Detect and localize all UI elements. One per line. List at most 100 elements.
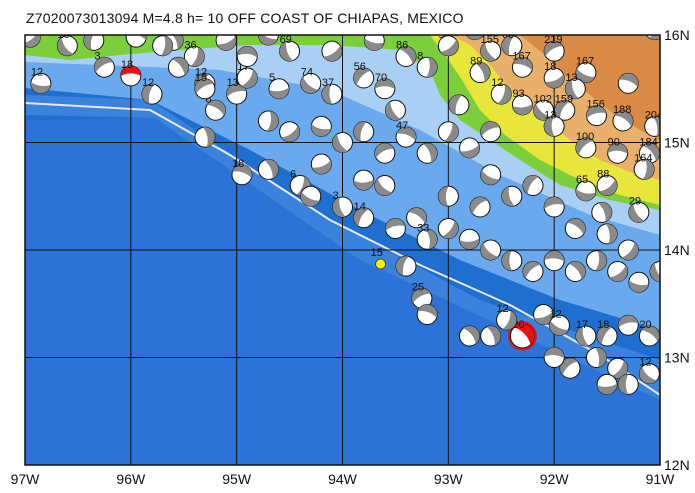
longitude-labels: 97W 96W 95W 94W 93W 92W 91W: [11, 471, 676, 487]
focal-mechanism: 83: [257, 35, 279, 46]
depth-label: 65: [576, 174, 588, 186]
focal-mechanism: [384, 99, 406, 121]
depth-label: 56: [354, 61, 366, 73]
epicenter-marker: 15: [371, 247, 387, 270]
focal-mechanism: 159: [554, 93, 576, 121]
depth-label: 168: [465, 13, 483, 25]
focal-mechanism: 15: [25, 35, 41, 48]
focal-mechanism: [416, 304, 438, 325]
focal-mechanism: 164: [633, 152, 655, 180]
focal-mechanism: 12: [30, 66, 52, 94]
focal-mechanism: 88: [596, 169, 618, 196]
focal-mechanism: [257, 158, 279, 180]
latitude-label: 16N: [664, 27, 690, 43]
focal-mechanism: 18: [543, 61, 565, 89]
focal-mechanism: [321, 40, 343, 62]
depth-label: 167: [576, 56, 594, 68]
focal-mechanism: [480, 121, 502, 143]
focal-mechanism: 86: [395, 40, 417, 67]
focal-mechanism: [459, 325, 480, 347]
depth-label: 74: [301, 66, 313, 78]
focal-mechanism: [564, 261, 586, 282]
focal-mechanism: [384, 218, 406, 239]
focal-mechanism: 29: [628, 195, 650, 223]
focal-mechanism: [607, 357, 629, 379]
depth-label: 13: [227, 77, 239, 89]
focal-mechanism: 12: [490, 77, 512, 105]
focal-mechanism: [374, 175, 396, 196]
focal-mechanism: [469, 196, 491, 218]
focal-mechanism: [437, 185, 459, 207]
focal-mechanism: 13: [564, 72, 586, 100]
depth-label: 3: [333, 190, 339, 202]
focal-mechanism: [332, 132, 353, 153]
depth-label: 47: [396, 120, 408, 132]
focal-mechanism: [607, 261, 629, 282]
focal-mechanism: [395, 255, 417, 277]
focal-mechanism: 10: [56, 35, 78, 57]
mainshock-mechanism: 18: [120, 59, 142, 87]
focal-mechanism: [437, 121, 459, 143]
focal-mechanism: 12: [496, 303, 518, 331]
depth-label: 159: [555, 93, 573, 105]
depth-label: 37: [322, 77, 334, 89]
depth-label: 12: [497, 303, 509, 315]
focal-mechanism: 100: [575, 131, 597, 159]
focal-mechanism: [279, 121, 301, 143]
focal-mechanism: 167: [511, 50, 533, 78]
focal-mechanism: [533, 304, 555, 325]
focal-mechanism: 15: [194, 72, 216, 100]
focal-mechanism: [522, 261, 544, 282]
depth-label: 12: [142, 77, 154, 89]
focal-mechanism: 12: [548, 308, 570, 336]
depth-label: 167: [512, 50, 530, 62]
depth-label: 18: [544, 61, 556, 73]
longitude-label: 93W: [434, 471, 464, 487]
depth-label: 12: [195, 66, 207, 78]
depth-label: 8: [206, 93, 212, 105]
longitude-label: 95W: [222, 471, 252, 487]
focal-mechanism: 12: [638, 357, 660, 385]
focal-mechanism: [586, 250, 607, 272]
depth-label: 33: [417, 222, 429, 234]
focal-mechanism: [617, 314, 639, 336]
depth-label: 15: [195, 72, 207, 84]
focal-mechanism: 13: [543, 109, 565, 137]
focal-mechanism: 29: [215, 35, 237, 51]
focal-mechanism: 18: [596, 319, 618, 347]
depth-label: 17: [576, 319, 588, 331]
focal-mechanism: 74: [300, 66, 322, 94]
map-title: Z7020073013094 M=4.8 h= 10 OFF COAST OF …: [26, 10, 464, 26]
focal-mechanism: [480, 239, 502, 261]
focal-mechanism: [596, 373, 618, 395]
focal-mechanism: 70: [374, 72, 396, 100]
depth-label: 164: [634, 152, 652, 164]
depth-label: 86: [396, 40, 408, 52]
focal-mechanism: 13: [226, 77, 248, 105]
longitude-label: 91W: [646, 471, 676, 487]
focal-mechanism: [194, 126, 216, 148]
depth-label: 93: [512, 88, 524, 100]
depth-label: 188: [613, 104, 631, 116]
focal-mechanism: [501, 185, 523, 207]
focal-mechanism: [152, 35, 174, 57]
focal-mechanism: 25: [411, 281, 433, 309]
depth-label: 25: [412, 281, 424, 293]
focal-mechanism: 56: [353, 61, 375, 89]
focal-mechanism: 37: [321, 77, 343, 105]
depth-label: 18: [232, 158, 244, 170]
depth-label: 18: [121, 59, 133, 71]
depth-label: 13: [544, 109, 556, 121]
focal-mechanism: 69: [279, 35, 301, 62]
focal-mechanism: 93: [511, 88, 533, 116]
focal-mechanism: [353, 169, 375, 191]
latitude-label: 13N: [664, 350, 690, 366]
depth-label: 36: [184, 40, 196, 52]
depth-label: 184: [639, 136, 657, 148]
depth-label: 5: [269, 72, 275, 84]
focal-mechanism: [617, 239, 639, 261]
focal-mechanism: [543, 347, 565, 368]
focal-mechanism: [167, 56, 189, 78]
focal-mechanism: 9: [437, 35, 459, 57]
